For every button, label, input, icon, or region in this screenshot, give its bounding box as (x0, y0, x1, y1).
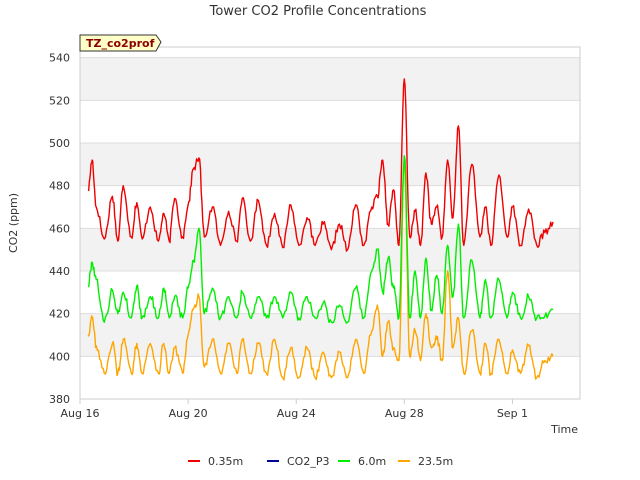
y-tick-label: 460 (49, 222, 70, 235)
x-tick-label: Aug 28 (385, 407, 424, 420)
x-tick-label: Sep 1 (497, 407, 528, 420)
x-axis-label: Time (550, 423, 578, 436)
plot-area (79, 46, 581, 400)
series-line-23.5m (87, 159, 554, 381)
series-line-0.35m (87, 78, 554, 252)
legend-label-6.0m: 6.0m (358, 455, 386, 468)
grid-band (80, 228, 580, 271)
legend-label-CO2_P3: CO2_P3 (287, 455, 329, 468)
dataset-badge: TZ_co2prof (79, 34, 162, 52)
x-tick-label: Aug 24 (277, 407, 316, 420)
legend: 0.35m CO2_P3 6.0m 23.5m (188, 455, 453, 468)
grid-band (80, 143, 580, 186)
chart-title: Tower CO2 Profile Concentrations (209, 4, 427, 19)
dataset-badge-label: TZ_co2prof (86, 37, 155, 50)
series-line-6.0m (87, 155, 554, 324)
x-tick-label: Aug 16 (61, 407, 100, 420)
y-axis-label: CO2 (ppm) (7, 193, 20, 253)
grid-band (80, 57, 580, 101)
y-tick-label: 380 (49, 393, 70, 406)
y-tick-label: 440 (49, 265, 70, 278)
plot-frame (79, 46, 581, 400)
x-tick-label: Aug 20 (169, 407, 208, 420)
y-tick-label: 480 (49, 180, 70, 193)
y-tick-label: 540 (49, 52, 70, 65)
y-tick-label: 520 (49, 94, 70, 107)
y-tick-label: 400 (49, 350, 70, 363)
y-tick-label: 500 (49, 137, 70, 150)
legend-label-0.35m: 0.35m (208, 455, 243, 468)
y-tick-label: 420 (49, 308, 70, 321)
legend-label-23.5m: 23.5m (418, 455, 453, 468)
